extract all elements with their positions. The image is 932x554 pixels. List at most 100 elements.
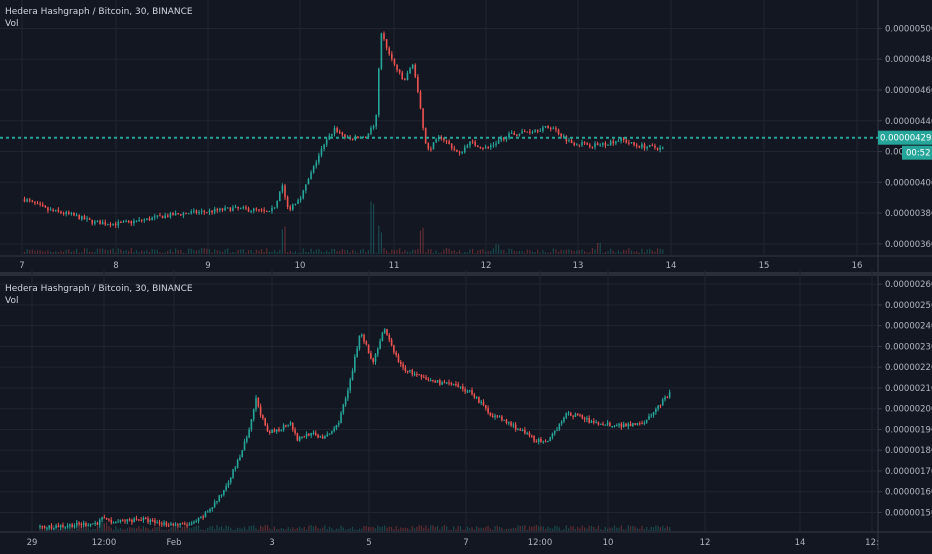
candle-body xyxy=(52,209,54,211)
volume-bar xyxy=(292,252,294,254)
candle-body xyxy=(161,215,164,219)
volume-bar xyxy=(456,252,458,254)
volume-bar xyxy=(174,525,177,531)
volume-bar xyxy=(368,526,370,531)
volume-bar xyxy=(524,252,526,254)
candle-body xyxy=(395,352,397,355)
candle-body xyxy=(135,518,138,520)
candle-body xyxy=(104,222,107,225)
candle-body xyxy=(638,146,641,148)
candle-body xyxy=(80,524,83,526)
candle-body xyxy=(250,210,252,212)
volume-bar xyxy=(516,251,518,254)
volume-bar xyxy=(418,525,420,531)
candle-body xyxy=(648,145,651,147)
volume-bar xyxy=(393,250,396,254)
candle-body xyxy=(57,525,60,528)
candle-body xyxy=(462,386,464,390)
candle-body xyxy=(78,522,80,525)
volume-bar xyxy=(632,525,634,531)
volume-bar xyxy=(227,526,230,531)
candle-body xyxy=(259,406,262,416)
candle-body xyxy=(360,334,363,337)
price-tick-label: 0.00000150 xyxy=(885,508,932,518)
volume-bar xyxy=(125,249,127,254)
volume-bar xyxy=(180,249,182,254)
candle-body xyxy=(148,218,151,221)
candle-body xyxy=(110,520,113,523)
volume-bar xyxy=(372,527,374,531)
candle-body xyxy=(140,520,142,522)
candle-body xyxy=(209,508,211,512)
volume-bar xyxy=(591,248,594,254)
candle-body xyxy=(654,145,656,148)
volume-bar xyxy=(423,527,425,531)
candle-body xyxy=(263,209,265,211)
volume-bar xyxy=(133,527,135,531)
volume-bar xyxy=(221,251,224,254)
volume-bar xyxy=(135,250,138,254)
volume-bar xyxy=(494,526,496,531)
candle-body xyxy=(560,134,562,137)
candle-body xyxy=(96,220,99,222)
volume-bar xyxy=(107,250,109,254)
volume-bar xyxy=(354,251,356,254)
volume-bar xyxy=(331,248,333,254)
volume-bar xyxy=(112,248,114,254)
candle-body xyxy=(75,215,78,217)
candle-body xyxy=(478,397,480,403)
volume-bar xyxy=(629,526,632,531)
candle-body xyxy=(49,209,52,211)
candle-body xyxy=(326,434,329,436)
volume-bar xyxy=(404,527,406,531)
candle-body xyxy=(303,436,306,438)
candle-body xyxy=(225,486,227,490)
volume-bar xyxy=(450,529,452,531)
volume-bar xyxy=(338,528,340,531)
candle-body xyxy=(163,522,165,525)
candle-body xyxy=(206,212,208,214)
candle-body xyxy=(307,178,310,185)
time-tick-label: 9 xyxy=(205,261,210,271)
volume-bar xyxy=(349,528,351,531)
candle-body xyxy=(69,524,71,526)
volume-bar xyxy=(230,527,232,531)
volume-bar xyxy=(232,251,234,254)
candle-body xyxy=(252,409,255,420)
volume-bar xyxy=(174,248,177,254)
candle-body xyxy=(586,142,589,145)
candle-body xyxy=(364,137,367,139)
volume-bar xyxy=(409,529,411,531)
volume-bar xyxy=(641,525,643,531)
volume-bar xyxy=(458,250,461,254)
candle-body xyxy=(305,184,307,191)
bottom-chart-title: Hedera Hashgraph / Bitcoin, 30, BINANCE xyxy=(5,284,193,294)
volume-bar xyxy=(416,527,418,531)
volume-bar xyxy=(300,252,302,254)
volume-bar xyxy=(206,248,208,254)
volume-bar xyxy=(552,248,554,254)
volume-bar xyxy=(151,249,153,254)
candle-body xyxy=(393,58,396,65)
volume-bar xyxy=(305,251,307,254)
price-tick-label: 0.00000250 xyxy=(885,301,932,311)
candle-body xyxy=(388,48,391,54)
volume-bar xyxy=(186,526,188,531)
candle-body xyxy=(397,354,400,363)
volume-bar xyxy=(29,249,31,254)
candle-body xyxy=(385,39,388,49)
candle-body xyxy=(219,208,221,211)
volume-bar xyxy=(365,525,367,531)
candle-body xyxy=(135,220,138,222)
candle-body xyxy=(367,133,370,138)
candle-body xyxy=(425,377,427,380)
candle-body xyxy=(255,397,257,410)
volume-bar xyxy=(69,526,71,531)
volume-bar xyxy=(435,250,437,254)
volume-bar xyxy=(662,249,664,254)
volume-bar xyxy=(133,252,135,254)
candle-body xyxy=(260,209,263,211)
candle-body xyxy=(39,203,41,205)
volume-bar xyxy=(365,251,367,254)
